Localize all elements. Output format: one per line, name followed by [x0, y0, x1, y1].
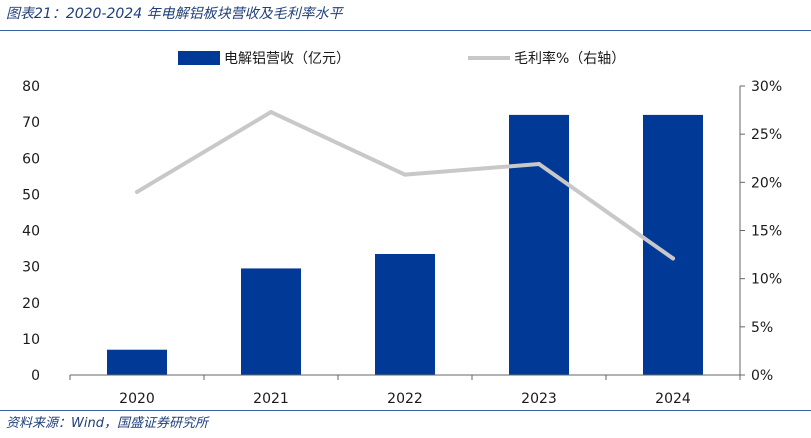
x-tick-label: 2023: [521, 391, 557, 407]
line-point: [537, 162, 541, 167]
line-point: [135, 189, 139, 194]
legend-label-margin: 毛利率%（右轴）: [514, 50, 625, 67]
y2-tick-label: 0%: [751, 368, 773, 384]
series-line-margin: [135, 110, 675, 261]
y2-tick-label: 20%: [751, 175, 782, 191]
line-point: [269, 110, 273, 115]
x-tick-label: 2020: [119, 391, 155, 407]
line-point: [671, 256, 675, 261]
chart: 0 10 20 30 40 50 60 70 80 0% 5% 10% 15% 20% 25% 30% 2020…: [22, 50, 782, 407]
y2-tick-label: 15%: [751, 224, 782, 240]
bottom-divider: [0, 410, 811, 411]
y2-tick-label: 10%: [751, 272, 782, 288]
y2-tick-label: 5%: [751, 320, 773, 336]
y-tick-label: 10: [22, 332, 40, 348]
source-note: 资料来源：Wind，国盛证券研究所: [6, 416, 208, 431]
y-tick-label: 30: [22, 260, 40, 276]
bar: [241, 268, 301, 375]
x-tick-label: 2022: [387, 391, 423, 407]
y-tick-label: 50: [22, 187, 40, 203]
bar: [509, 114, 569, 376]
y-tick-label: 40: [22, 224, 40, 240]
legend-swatch-bar: [178, 51, 220, 65]
y-tick-label: 0: [31, 368, 40, 384]
y2-tick-label: 30%: [751, 79, 782, 95]
y-tick-label: 60: [22, 151, 40, 167]
line-point: [403, 172, 407, 177]
bar: [375, 253, 435, 375]
y-tick-label: 80: [22, 79, 40, 95]
top-divider: [0, 30, 811, 31]
x-tick-label: 2024: [655, 391, 691, 407]
x-tick-label: 2021: [253, 391, 289, 407]
legend-label-revenue: 电解铝营收（亿元）: [224, 51, 350, 67]
figure-title: 图表21：2020-2024 年电解铝板块营收及毛利率水平: [6, 6, 343, 22]
y-tick-label: 20: [22, 296, 40, 312]
y2-tick-label: 25%: [751, 127, 782, 143]
bar: [107, 349, 167, 375]
y-tick-label: 70: [22, 115, 40, 131]
